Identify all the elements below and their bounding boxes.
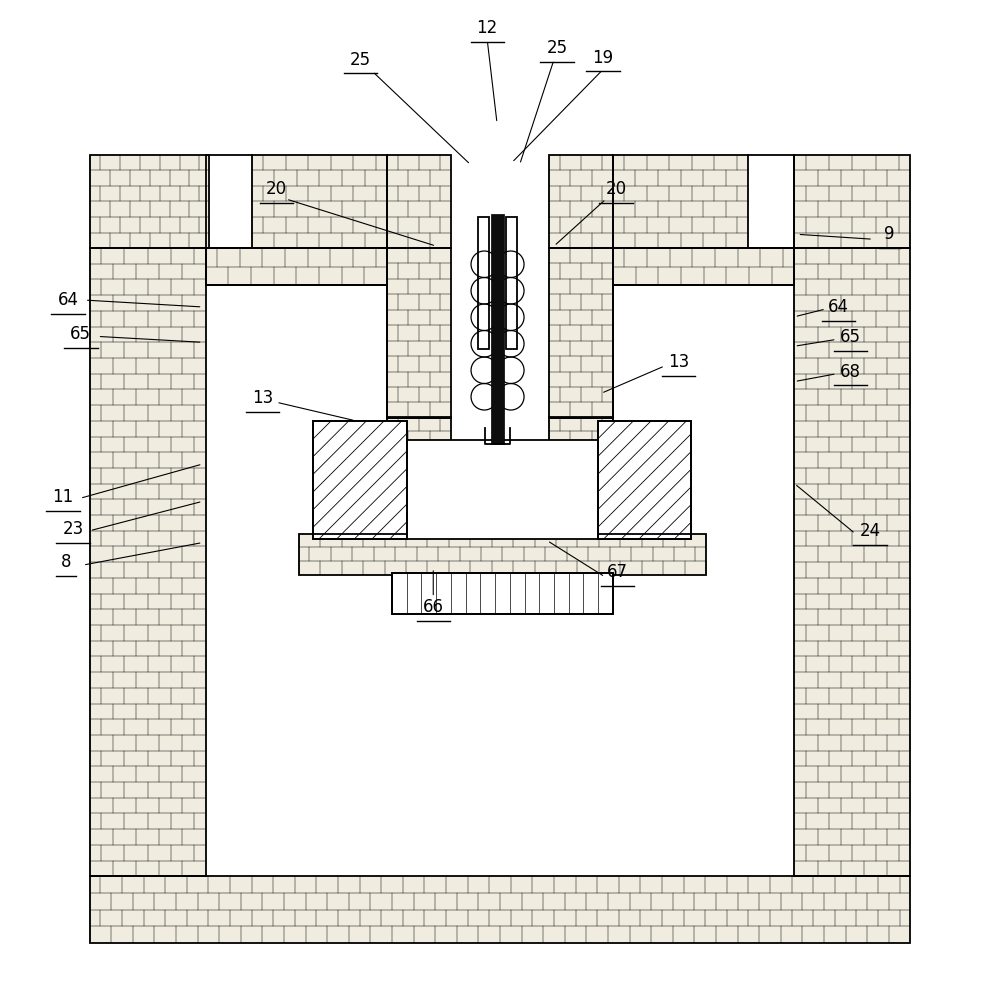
Bar — [549, 417, 613, 444]
Bar — [613, 154, 748, 248]
Text: 68: 68 — [840, 363, 861, 380]
Bar — [299, 534, 706, 575]
Text: 11: 11 — [53, 489, 74, 506]
Bar — [613, 248, 794, 285]
Bar — [549, 154, 613, 248]
Bar — [313, 421, 407, 539]
Text: 24: 24 — [860, 522, 881, 540]
Bar — [598, 421, 691, 539]
Bar — [392, 573, 613, 614]
Bar — [794, 248, 910, 876]
Bar — [387, 417, 451, 444]
Bar — [90, 876, 910, 943]
Bar — [90, 154, 209, 248]
Bar — [206, 248, 387, 285]
Bar — [387, 154, 451, 248]
Text: 8: 8 — [61, 553, 71, 571]
Text: 65: 65 — [840, 328, 861, 346]
Bar — [387, 417, 451, 444]
Bar — [90, 876, 910, 943]
Bar — [387, 248, 451, 418]
Bar — [506, 216, 517, 349]
Bar — [90, 248, 206, 876]
Bar — [598, 421, 691, 539]
Text: 20: 20 — [605, 180, 626, 199]
Text: 20: 20 — [266, 180, 287, 199]
Text: 65: 65 — [70, 325, 91, 343]
Bar — [90, 248, 206, 876]
Bar — [299, 534, 706, 575]
Bar — [407, 440, 598, 539]
Text: 19: 19 — [593, 48, 614, 67]
Text: 12: 12 — [477, 20, 498, 37]
Bar — [794, 248, 910, 876]
Bar — [90, 154, 209, 248]
Bar — [491, 213, 504, 444]
Bar — [478, 216, 489, 349]
Text: 25: 25 — [546, 38, 567, 57]
Text: 13: 13 — [668, 353, 689, 371]
Bar — [252, 154, 387, 248]
Bar — [392, 573, 613, 614]
Text: 25: 25 — [350, 50, 371, 69]
Text: 67: 67 — [607, 563, 628, 581]
Bar — [549, 417, 613, 444]
Bar — [794, 154, 910, 248]
Text: 66: 66 — [423, 599, 444, 616]
Bar — [387, 154, 451, 248]
Bar — [313, 421, 407, 539]
Text: 64: 64 — [828, 298, 849, 316]
Bar — [613, 248, 794, 285]
Text: 23: 23 — [62, 520, 84, 538]
Text: 64: 64 — [58, 291, 79, 309]
Bar — [387, 248, 451, 418]
Bar — [252, 154, 387, 248]
Text: 13: 13 — [252, 389, 273, 407]
Bar — [549, 154, 613, 248]
Bar — [613, 154, 748, 248]
Bar — [549, 248, 613, 418]
Bar — [794, 154, 910, 248]
Bar — [206, 248, 387, 285]
Bar — [549, 248, 613, 418]
Text: 9: 9 — [884, 225, 895, 244]
